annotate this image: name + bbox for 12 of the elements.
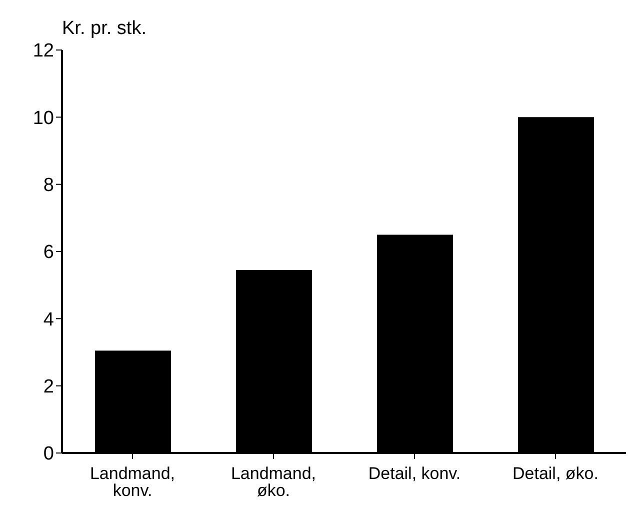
x-tick-label: Landmand, øko. (230, 464, 316, 500)
y-tick-label: 12 (32, 40, 54, 62)
y-tick-label: 6 (43, 242, 54, 264)
x-tick-label: Detail, øko. (512, 464, 598, 484)
y-tick-label: 10 (32, 108, 54, 129)
x-tick-label: Landmand, konv. (90, 464, 176, 500)
y-tick-label: 8 (43, 175, 54, 196)
y-tick-label: 4 (43, 309, 54, 330)
y-tick-label: 0 (43, 444, 54, 465)
x-tick-label: Detail, konv. (368, 464, 461, 484)
y-tick-label: 2 (43, 376, 54, 398)
y-axis-title: Kr. pr. stk. (62, 18, 146, 40)
